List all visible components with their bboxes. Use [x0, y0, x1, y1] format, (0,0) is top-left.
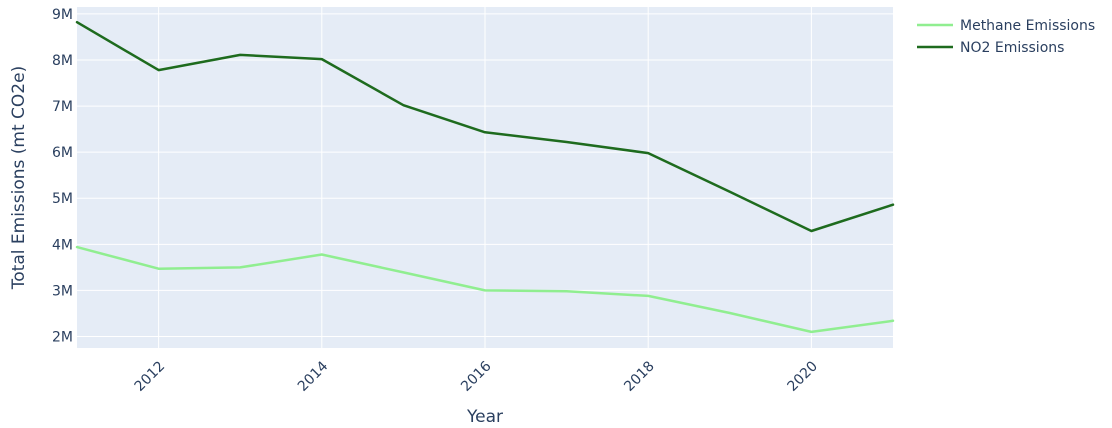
x-tick-label: 2018: [621, 358, 658, 395]
y-tick-label: 9M: [52, 7, 73, 23]
legend-item[interactable]: Methane Emissions: [917, 18, 1095, 34]
y-axis-ticks: 2M 3M 4M 5M 6M 7M 8M 9M: [52, 7, 73, 346]
x-tick-label: 2012: [132, 358, 169, 395]
y-axis-title: Total Emissions (mt CO2e): [9, 66, 29, 290]
legend-label: Methane Emissions: [960, 18, 1095, 34]
y-tick-label: 7M: [52, 99, 73, 115]
y-tick-label: 8M: [52, 53, 73, 69]
x-tick-label: 2014: [295, 358, 332, 395]
y-tick-label: 3M: [52, 283, 73, 299]
y-tick-label: 5M: [52, 191, 73, 207]
x-axis-ticks: 2012 2014 2016 2018 2020: [132, 358, 821, 395]
legend-label: NO2 Emissions: [960, 40, 1064, 56]
x-axis-title: Year: [466, 407, 503, 427]
legend[interactable]: Methane Emissions NO2 Emissions: [917, 18, 1095, 56]
x-tick-label: 2016: [458, 358, 495, 395]
y-tick-label: 6M: [52, 145, 73, 161]
y-tick-label: 2M: [52, 329, 73, 345]
legend-item[interactable]: NO2 Emissions: [917, 40, 1064, 56]
series-line-methane-emissions[interactable]: [75, 245, 895, 334]
x-tick-label: 2020: [784, 358, 821, 395]
series-line-no2-emissions[interactable]: [75, 20, 895, 233]
series-lines: [75, 20, 895, 334]
y-tick-label: 4M: [52, 237, 73, 253]
